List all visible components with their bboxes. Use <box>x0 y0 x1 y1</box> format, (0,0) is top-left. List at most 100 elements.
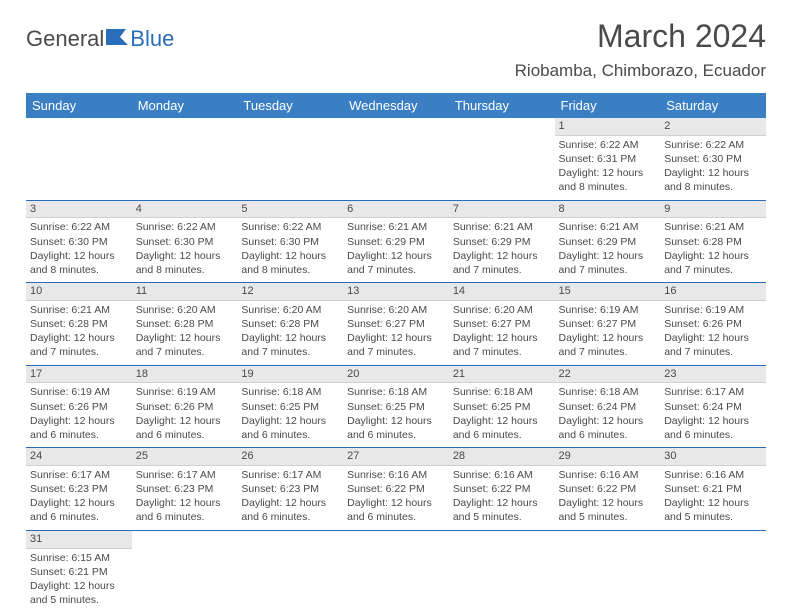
day-content: Sunrise: 6:17 AMSunset: 6:23 PMDaylight:… <box>26 466 132 530</box>
sunrise-text: Sunrise: 6:22 AM <box>559 138 657 152</box>
day-content: Sunrise: 6:19 AMSunset: 6:26 PMDaylight:… <box>132 383 238 447</box>
day-cell: 26Sunrise: 6:17 AMSunset: 6:23 PMDayligh… <box>237 448 343 531</box>
sunset-text: Sunset: 6:29 PM <box>559 235 657 249</box>
sunset-text: Sunset: 6:30 PM <box>30 235 128 249</box>
day-content: Sunrise: 6:21 AMSunset: 6:28 PMDaylight:… <box>660 218 766 282</box>
daylight-text: Daylight: 12 hours and 6 minutes. <box>347 414 445 442</box>
sunrise-text: Sunrise: 6:19 AM <box>136 385 234 399</box>
day-content: Sunrise: 6:20 AMSunset: 6:27 PMDaylight:… <box>449 301 555 365</box>
daylight-text: Daylight: 12 hours and 5 minutes. <box>559 496 657 524</box>
daylight-text: Daylight: 12 hours and 7 minutes. <box>241 331 339 359</box>
day-cell: 22Sunrise: 6:18 AMSunset: 6:24 PMDayligh… <box>555 365 661 448</box>
sunrise-text: Sunrise: 6:16 AM <box>347 468 445 482</box>
sunset-text: Sunset: 6:27 PM <box>559 317 657 331</box>
day-content: Sunrise: 6:19 AMSunset: 6:27 PMDaylight:… <box>555 301 661 365</box>
sunset-text: Sunset: 6:26 PM <box>30 400 128 414</box>
day-content: Sunrise: 6:22 AMSunset: 6:30 PMDaylight:… <box>26 218 132 282</box>
day-cell: 4Sunrise: 6:22 AMSunset: 6:30 PMDaylight… <box>132 200 238 283</box>
day-header-row: SundayMondayTuesdayWednesdayThursdayFrid… <box>26 93 766 118</box>
sunrise-text: Sunrise: 6:18 AM <box>559 385 657 399</box>
day-cell: 14Sunrise: 6:20 AMSunset: 6:27 PMDayligh… <box>449 283 555 366</box>
day-content: Sunrise: 6:21 AMSunset: 6:29 PMDaylight:… <box>555 218 661 282</box>
day-cell: 13Sunrise: 6:20 AMSunset: 6:27 PMDayligh… <box>343 283 449 366</box>
daylight-text: Daylight: 12 hours and 7 minutes. <box>347 331 445 359</box>
sunrise-text: Sunrise: 6:21 AM <box>30 303 128 317</box>
day-content: Sunrise: 6:22 AMSunset: 6:31 PMDaylight:… <box>555 136 661 200</box>
day-header: Friday <box>555 93 661 118</box>
sunrise-text: Sunrise: 6:17 AM <box>664 385 762 399</box>
day-cell <box>449 530 555 612</box>
day-cell <box>343 530 449 612</box>
daylight-text: Daylight: 12 hours and 6 minutes. <box>664 414 762 442</box>
sunrise-text: Sunrise: 6:18 AM <box>453 385 551 399</box>
day-content: Sunrise: 6:18 AMSunset: 6:25 PMDaylight:… <box>237 383 343 447</box>
day-number: 11 <box>132 283 238 301</box>
day-number: 27 <box>343 448 449 466</box>
sunrise-text: Sunrise: 6:20 AM <box>453 303 551 317</box>
sunrise-text: Sunrise: 6:18 AM <box>241 385 339 399</box>
day-content: Sunrise: 6:16 AMSunset: 6:22 PMDaylight:… <box>555 466 661 530</box>
day-number: 31 <box>26 531 132 549</box>
day-cell: 31Sunrise: 6:15 AMSunset: 6:21 PMDayligh… <box>26 530 132 612</box>
sunset-text: Sunset: 6:28 PM <box>30 317 128 331</box>
logo-text-blue: Blue <box>130 26 174 52</box>
sunset-text: Sunset: 6:25 PM <box>241 400 339 414</box>
sunset-text: Sunset: 6:30 PM <box>136 235 234 249</box>
day-header: Sunday <box>26 93 132 118</box>
day-number: 4 <box>132 201 238 219</box>
daylight-text: Daylight: 12 hours and 6 minutes. <box>453 414 551 442</box>
day-cell: 25Sunrise: 6:17 AMSunset: 6:23 PMDayligh… <box>132 448 238 531</box>
day-number: 16 <box>660 283 766 301</box>
daylight-text: Daylight: 12 hours and 6 minutes. <box>241 414 339 442</box>
daylight-text: Daylight: 12 hours and 8 minutes. <box>559 166 657 194</box>
day-content: Sunrise: 6:16 AMSunset: 6:21 PMDaylight:… <box>660 466 766 530</box>
day-number: 29 <box>555 448 661 466</box>
day-cell: 9Sunrise: 6:21 AMSunset: 6:28 PMDaylight… <box>660 200 766 283</box>
header: General Blue March 2024 Riobamba, Chimbo… <box>26 18 766 81</box>
day-cell <box>237 530 343 612</box>
sunset-text: Sunset: 6:27 PM <box>347 317 445 331</box>
sunrise-text: Sunrise: 6:20 AM <box>347 303 445 317</box>
week-row: 17Sunrise: 6:19 AMSunset: 6:26 PMDayligh… <box>26 365 766 448</box>
day-number: 30 <box>660 448 766 466</box>
sunrise-text: Sunrise: 6:21 AM <box>347 220 445 234</box>
daylight-text: Daylight: 12 hours and 7 minutes. <box>453 331 551 359</box>
sunrise-text: Sunrise: 6:16 AM <box>559 468 657 482</box>
daylight-text: Daylight: 12 hours and 8 minutes. <box>136 249 234 277</box>
sunset-text: Sunset: 6:29 PM <box>453 235 551 249</box>
day-cell: 1Sunrise: 6:22 AMSunset: 6:31 PMDaylight… <box>555 118 661 200</box>
daylight-text: Daylight: 12 hours and 7 minutes. <box>559 331 657 359</box>
daylight-text: Daylight: 12 hours and 6 minutes. <box>136 496 234 524</box>
day-content: Sunrise: 6:17 AMSunset: 6:23 PMDaylight:… <box>237 466 343 530</box>
daylight-text: Daylight: 12 hours and 6 minutes. <box>347 496 445 524</box>
sunrise-text: Sunrise: 6:22 AM <box>241 220 339 234</box>
sunrise-text: Sunrise: 6:15 AM <box>30 551 128 565</box>
day-cell: 3Sunrise: 6:22 AMSunset: 6:30 PMDaylight… <box>26 200 132 283</box>
day-number: 8 <box>555 201 661 219</box>
sunrise-text: Sunrise: 6:21 AM <box>559 220 657 234</box>
day-content: Sunrise: 6:19 AMSunset: 6:26 PMDaylight:… <box>26 383 132 447</box>
day-number: 9 <box>660 201 766 219</box>
sunrise-text: Sunrise: 6:19 AM <box>30 385 128 399</box>
day-content: Sunrise: 6:16 AMSunset: 6:22 PMDaylight:… <box>343 466 449 530</box>
day-number: 2 <box>660 118 766 136</box>
day-cell: 15Sunrise: 6:19 AMSunset: 6:27 PMDayligh… <box>555 283 661 366</box>
sunset-text: Sunset: 6:22 PM <box>559 482 657 496</box>
sunset-text: Sunset: 6:31 PM <box>559 152 657 166</box>
day-cell <box>555 530 661 612</box>
sunset-text: Sunset: 6:21 PM <box>30 565 128 579</box>
day-cell: 18Sunrise: 6:19 AMSunset: 6:26 PMDayligh… <box>132 365 238 448</box>
sunset-text: Sunset: 6:23 PM <box>241 482 339 496</box>
sunset-text: Sunset: 6:22 PM <box>453 482 551 496</box>
day-number: 22 <box>555 366 661 384</box>
day-content: Sunrise: 6:16 AMSunset: 6:22 PMDaylight:… <box>449 466 555 530</box>
day-content: Sunrise: 6:20 AMSunset: 6:28 PMDaylight:… <box>237 301 343 365</box>
sunset-text: Sunset: 6:26 PM <box>664 317 762 331</box>
logo-text-general: General <box>26 26 104 52</box>
day-content: Sunrise: 6:20 AMSunset: 6:28 PMDaylight:… <box>132 301 238 365</box>
sunset-text: Sunset: 6:29 PM <box>347 235 445 249</box>
sunset-text: Sunset: 6:28 PM <box>664 235 762 249</box>
day-header: Saturday <box>660 93 766 118</box>
day-number: 5 <box>237 201 343 219</box>
sunset-text: Sunset: 6:23 PM <box>30 482 128 496</box>
